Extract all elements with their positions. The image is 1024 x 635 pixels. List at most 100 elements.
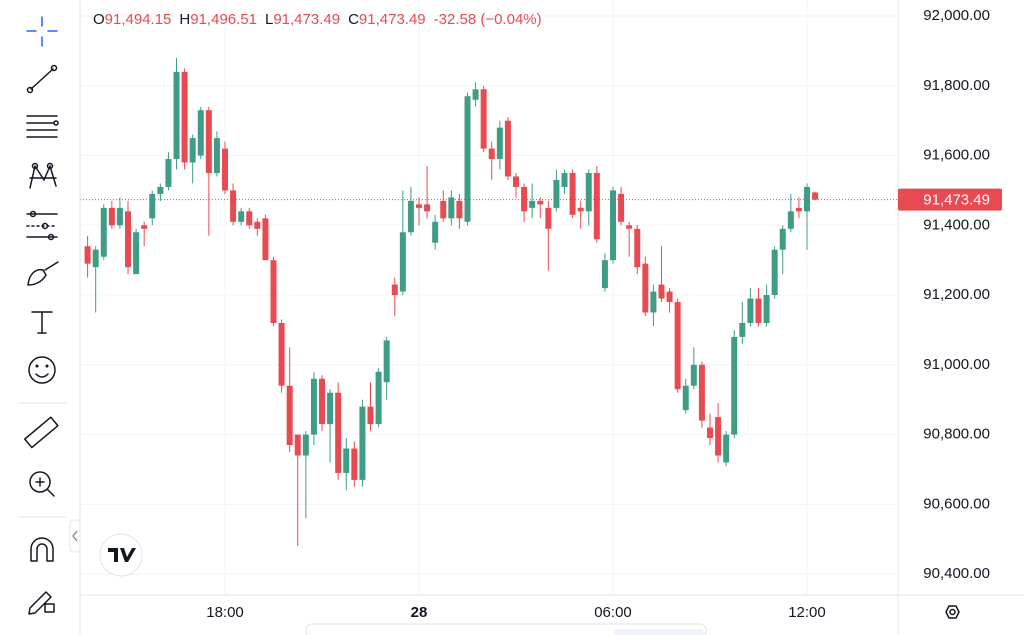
y-tick-label: 92,000.00: [923, 7, 990, 24]
candle-body: [812, 192, 819, 200]
candle-body: [763, 295, 770, 323]
trendline-tool[interactable]: [26, 64, 58, 94]
y-tick-label: 90,400.00: [923, 565, 990, 582]
candle-body: [294, 434, 301, 456]
bottom-panel: [305, 623, 707, 635]
ruler-tool[interactable]: [24, 416, 59, 449]
candle-body: [302, 434, 309, 456]
y-tick-label: 91,800.00: [923, 77, 990, 94]
magnet-tool[interactable]: [30, 537, 54, 562]
brush-tool[interactable]: [27, 261, 59, 286]
candle-body: [464, 96, 471, 222]
pattern-tool[interactable]: [29, 162, 57, 189]
candle-body: [173, 71, 180, 160]
candle-body: [755, 298, 762, 323]
y-tick-label: 91,600.00: [923, 147, 990, 164]
candle-body: [343, 448, 350, 473]
zoom-tool[interactable]: [29, 471, 55, 497]
candle-body: [116, 207, 123, 226]
logo[interactable]: [99, 533, 143, 577]
candle-body: [545, 207, 552, 229]
last-price-label: 91,473.49: [923, 192, 990, 209]
x-tick-label: 12:00: [788, 604, 826, 621]
candle-body: [367, 406, 374, 425]
text-tool[interactable]: [31, 311, 53, 334]
candle-body: [108, 207, 115, 226]
candle-body: [286, 385, 293, 446]
candle-body: [601, 260, 608, 289]
header-text: O: [93, 11, 105, 28]
candle-body: [698, 364, 705, 421]
candle-body: [731, 336, 738, 435]
candle-body: [739, 322, 746, 337]
candle-body: [416, 204, 423, 208]
settings-button[interactable]: [945, 605, 960, 619]
emoji-tool[interactable]: [28, 356, 56, 384]
header-text: -32.58 (−0.04%): [434, 11, 542, 28]
candle-body: [593, 172, 600, 240]
candle-body: [561, 172, 568, 187]
candle-body: [359, 406, 366, 480]
candle-body: [626, 225, 633, 229]
bottom-panel-tab: [614, 629, 704, 635]
candle-body: [181, 71, 188, 163]
candle-body: [133, 232, 140, 275]
lock-drawings-tool[interactable]: [28, 591, 55, 615]
candle-body: [238, 211, 245, 222]
candle-body: [327, 392, 334, 425]
candle-body: [771, 249, 778, 296]
y-tick-label: 90,600.00: [923, 495, 990, 512]
candle-body: [747, 298, 754, 323]
forecast-tool[interactable]: [26, 210, 58, 241]
candle-body: [682, 385, 689, 411]
candle-body: [165, 159, 172, 187]
header-text: 91,496.51: [190, 11, 257, 28]
candle-body: [399, 232, 406, 292]
candle-body: [512, 176, 519, 187]
candle-body: [658, 284, 665, 299]
candle-body: [440, 200, 447, 219]
candle-body: [448, 197, 455, 219]
header-text: C: [348, 11, 359, 28]
candle-body: [609, 190, 616, 261]
x-tick-label: 28: [411, 604, 428, 621]
candle-body: [642, 263, 649, 313]
candle-body: [529, 200, 536, 208]
candle-body: [351, 448, 358, 480]
candle-body: [690, 364, 697, 386]
y-tick-label: 91,000.00: [923, 356, 990, 373]
candle-body: [84, 246, 91, 264]
candle-body: [650, 291, 657, 313]
candle-body: [230, 190, 237, 222]
candle-body: [92, 249, 99, 268]
crosshair-tool[interactable]: [26, 16, 58, 47]
candle-body: [246, 211, 253, 226]
candle-body: [100, 207, 107, 257]
candle-body: [666, 291, 673, 303]
header-text: 91,473.49: [273, 11, 340, 28]
collapse-toolbar[interactable]: [69, 519, 81, 553]
candle-body: [779, 228, 786, 250]
candle-body: [488, 148, 495, 160]
candle-body: [674, 302, 681, 390]
candle-body: [205, 110, 212, 173]
candle-body: [407, 200, 414, 233]
candle-body: [262, 218, 269, 261]
candle-body: [432, 221, 439, 243]
candle-body: [715, 417, 722, 456]
header-text: H: [179, 11, 190, 28]
candle-body: [618, 193, 625, 222]
candle-body: [723, 434, 730, 463]
y-tick-label: 91,400.00: [923, 216, 990, 233]
candle-body: [157, 186, 164, 194]
candle-body: [189, 138, 196, 163]
candle-body: [335, 392, 342, 473]
candle-body: [149, 193, 156, 219]
candle-body: [585, 172, 592, 212]
last-price-box: [898, 188, 1002, 211]
header-text: 91,494.15: [105, 11, 172, 28]
fib-tool[interactable]: [26, 115, 59, 138]
candle-body: [553, 179, 560, 208]
candle-body: [472, 89, 479, 100]
y-tick-label: 91,200.00: [923, 286, 990, 303]
